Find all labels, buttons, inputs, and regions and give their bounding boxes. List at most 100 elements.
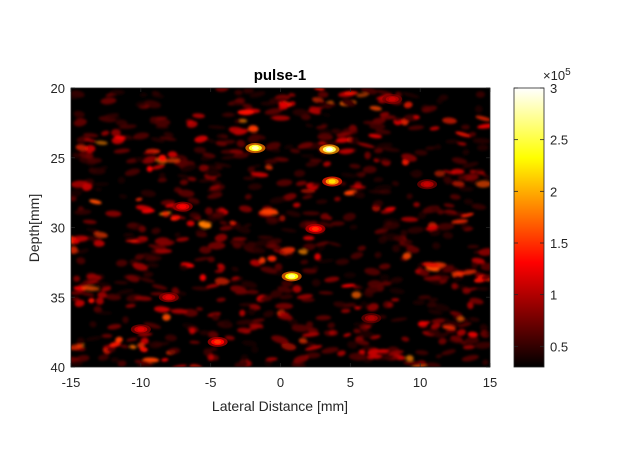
speckle-mark bbox=[123, 232, 135, 238]
speckle-mark bbox=[425, 225, 439, 231]
speckle-mark bbox=[401, 153, 417, 162]
speckle-mark bbox=[302, 211, 320, 216]
speckle-mark bbox=[236, 139, 246, 148]
speckle-mark bbox=[249, 91, 266, 98]
speckle-mark bbox=[174, 232, 181, 237]
speckle-mark bbox=[297, 142, 313, 149]
hotspot-core bbox=[311, 226, 319, 231]
speckle-mark bbox=[328, 329, 338, 336]
speckle-mark bbox=[229, 220, 236, 225]
speckle-mark bbox=[252, 246, 266, 254]
speckle-mark bbox=[375, 90, 393, 95]
speckle-mark bbox=[480, 262, 490, 271]
speckle-mark bbox=[159, 241, 173, 247]
speckle-mark bbox=[317, 259, 335, 263]
speckle-mark bbox=[317, 91, 329, 98]
speckle-mark bbox=[291, 324, 310, 332]
speckle-mark bbox=[71, 361, 83, 367]
speckle-mark bbox=[269, 115, 282, 120]
speckle-mark bbox=[189, 340, 200, 344]
y-tick-label: 20 bbox=[51, 81, 65, 96]
speckle-mark bbox=[324, 276, 340, 283]
speckle-mark bbox=[95, 297, 104, 305]
speckle-mark bbox=[378, 263, 391, 270]
speckle-mark bbox=[158, 154, 167, 162]
hotspot-core bbox=[288, 274, 296, 279]
speckle-mark bbox=[353, 322, 362, 327]
speckle-mark bbox=[207, 192, 223, 199]
speckle-mark bbox=[139, 277, 155, 283]
speckle-mark bbox=[139, 92, 148, 98]
speckle-mark bbox=[176, 237, 189, 242]
speckle-mark bbox=[394, 117, 402, 122]
speckle-mark bbox=[317, 133, 333, 141]
speckle-mark bbox=[180, 164, 197, 172]
speckle-mark bbox=[400, 229, 408, 237]
speckle-mark bbox=[234, 89, 243, 96]
speckle-mark bbox=[195, 229, 207, 235]
speckle-mark bbox=[392, 244, 400, 253]
speckle-mark bbox=[389, 288, 405, 295]
speckle-mark bbox=[343, 90, 358, 96]
speckle-mark bbox=[235, 225, 251, 234]
speckle-mark bbox=[368, 133, 383, 139]
speckle-mark bbox=[341, 98, 357, 107]
speckle-mark bbox=[335, 137, 350, 143]
speckle-mark bbox=[352, 190, 365, 199]
speckle-mark bbox=[138, 236, 148, 240]
speckle-mark bbox=[367, 303, 379, 312]
colorbar-tick-label: 3 bbox=[550, 81, 557, 96]
speckle-mark bbox=[73, 110, 85, 118]
speckle-mark bbox=[219, 220, 228, 225]
speckle-mark bbox=[189, 212, 201, 220]
speckle-mark bbox=[79, 151, 91, 159]
speckle-mark bbox=[229, 276, 243, 283]
speckle-mark bbox=[115, 336, 123, 343]
speckle-mark bbox=[239, 309, 246, 317]
speckle-mark bbox=[426, 301, 437, 308]
speckle-mark bbox=[241, 340, 257, 347]
colorbar-tick-label: 0.5 bbox=[550, 339, 568, 354]
speckle-mark bbox=[116, 259, 128, 267]
speckle-mark bbox=[261, 294, 273, 302]
speckle-mark bbox=[241, 280, 258, 289]
speckle-mark bbox=[323, 161, 331, 167]
speckle-mark bbox=[447, 339, 461, 344]
speckle-mark bbox=[186, 220, 195, 227]
speckle-mark bbox=[207, 189, 222, 194]
speckle-mark bbox=[237, 327, 251, 334]
x-tick-label: 15 bbox=[483, 375, 497, 390]
speckle-mark bbox=[374, 251, 382, 259]
speckle-mark bbox=[441, 349, 456, 356]
speckle-mark bbox=[305, 345, 323, 351]
speckle-mark bbox=[248, 125, 259, 133]
speckle-mark bbox=[290, 148, 301, 154]
colorbar-axis: 0.5 1 1.5 2 2.5 3 bbox=[514, 81, 568, 354]
speckle-mark bbox=[430, 323, 441, 329]
speckle-mark bbox=[431, 318, 445, 324]
speckle-mark bbox=[315, 241, 329, 247]
speckle-mark bbox=[362, 165, 377, 174]
speckle-mark bbox=[435, 332, 449, 338]
speckle-mark bbox=[85, 228, 100, 232]
speckle-mark bbox=[446, 321, 463, 326]
speckle-mark bbox=[231, 276, 240, 280]
speckle-mark bbox=[445, 329, 457, 334]
speckle-mark bbox=[284, 253, 294, 259]
speckle-mark bbox=[284, 144, 294, 150]
speckle-mark bbox=[451, 282, 458, 290]
speckle-mark bbox=[177, 174, 189, 178]
speckle-mark bbox=[417, 263, 425, 268]
speckle-mark bbox=[85, 336, 102, 342]
speckle-mark bbox=[355, 172, 364, 177]
speckle-mark bbox=[281, 228, 297, 233]
speckle-mark bbox=[362, 346, 376, 350]
speckle-mark bbox=[464, 176, 480, 182]
speckle-mark bbox=[380, 281, 392, 286]
speckle-mark bbox=[480, 330, 490, 338]
speckle-mark bbox=[73, 118, 87, 127]
speckle-mark bbox=[351, 137, 359, 145]
speckle-mark bbox=[349, 163, 361, 169]
speckle-mark bbox=[143, 322, 162, 329]
speckle-mark bbox=[305, 352, 321, 359]
